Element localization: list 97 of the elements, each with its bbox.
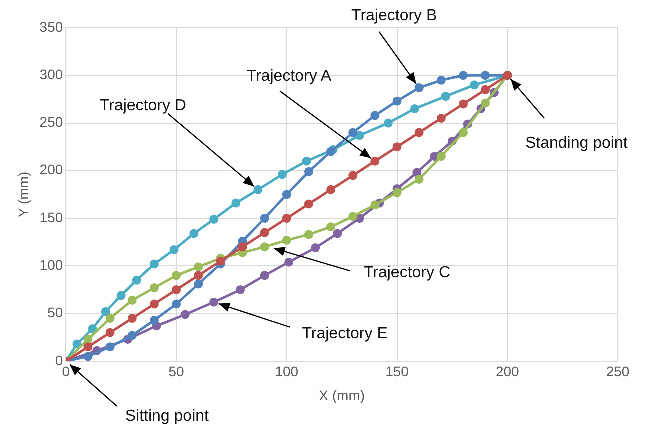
x-axis-title: X (mm): [319, 387, 366, 404]
point: [458, 71, 468, 80]
point: [436, 114, 446, 123]
point: [414, 174, 424, 184]
point: [128, 314, 137, 324]
point: [370, 111, 380, 120]
point: [150, 260, 159, 269]
point: [106, 342, 115, 352]
point: [260, 271, 270, 280]
point: [260, 214, 270, 224]
point: [170, 245, 179, 254]
point: [302, 156, 312, 166]
point: [384, 118, 393, 128]
point: [481, 98, 490, 108]
point: [392, 142, 402, 152]
point: [282, 190, 292, 200]
y-tick-label: 300: [40, 66, 64, 82]
point: [150, 300, 159, 309]
x-tick-label: 50: [168, 364, 185, 380]
point: [414, 84, 424, 93]
point: [194, 262, 204, 272]
point: [254, 185, 263, 194]
point: [194, 280, 204, 289]
point: [282, 236, 292, 245]
point: [304, 200, 314, 209]
point: [260, 228, 270, 238]
point: [441, 92, 450, 102]
point: [260, 242, 270, 252]
point: [172, 271, 182, 280]
annotation: Standing point: [525, 135, 628, 152]
point: [304, 230, 314, 240]
annotation: Sitting point: [125, 408, 210, 425]
point: [84, 352, 93, 362]
point: [370, 156, 380, 166]
annotation: Trajectory A: [246, 68, 332, 85]
x-tick-label: 200: [496, 364, 520, 380]
x-tick-label: 150: [386, 364, 410, 380]
point: [326, 185, 336, 194]
point: [116, 291, 126, 300]
point: [311, 244, 320, 253]
point: [436, 76, 446, 85]
point: [210, 298, 219, 307]
point: [282, 214, 292, 224]
y-tick-label: 200: [40, 162, 64, 178]
point: [284, 258, 294, 267]
point: [304, 167, 314, 176]
x-tick-label: 100: [275, 364, 299, 380]
point: [150, 316, 159, 325]
point: [458, 128, 468, 138]
point: [172, 285, 182, 294]
point: [392, 188, 402, 198]
point: [370, 200, 380, 210]
y-tick-label: 50: [48, 304, 64, 321]
point: [106, 314, 115, 324]
y-tick-label: 250: [40, 114, 64, 130]
point: [128, 331, 137, 340]
point: [348, 212, 358, 222]
y-tick-label: 150: [40, 209, 64, 226]
point: [128, 296, 137, 305]
point: [210, 214, 219, 224]
point: [348, 171, 358, 180]
y-tick-label: 0: [55, 352, 64, 368]
point: [180, 310, 190, 320]
point: [414, 128, 424, 138]
annotation: Trajectory C: [364, 264, 450, 282]
point: [150, 284, 159, 293]
point: [436, 152, 446, 162]
y-tick-label: 350: [40, 18, 64, 35]
point: [236, 285, 246, 294]
annotation: Trajectory D: [100, 97, 186, 114]
point: [470, 80, 480, 90]
point: [84, 342, 93, 352]
point: [101, 307, 110, 316]
point: [238, 242, 248, 252]
point: [326, 222, 336, 232]
point: [458, 100, 468, 109]
y-tick-label: 100: [40, 257, 64, 273]
point: [410, 104, 420, 114]
point: [333, 229, 342, 238]
point: [278, 170, 287, 180]
point: [348, 128, 358, 138]
point: [232, 198, 241, 208]
x-tick-label: 250: [606, 364, 630, 380]
y-axis-title: Y (mm): [15, 172, 32, 218]
point: [84, 334, 93, 344]
point: [216, 256, 226, 266]
point: [481, 85, 490, 94]
point: [132, 276, 142, 285]
point: [190, 229, 199, 238]
point: [106, 328, 115, 338]
annotation: Trajectory E: [302, 326, 388, 343]
point: [392, 96, 402, 106]
point: [194, 271, 204, 280]
point: [88, 324, 98, 334]
annotation: Trajectory B: [352, 7, 438, 24]
point: [172, 300, 182, 309]
point: [481, 71, 490, 80]
